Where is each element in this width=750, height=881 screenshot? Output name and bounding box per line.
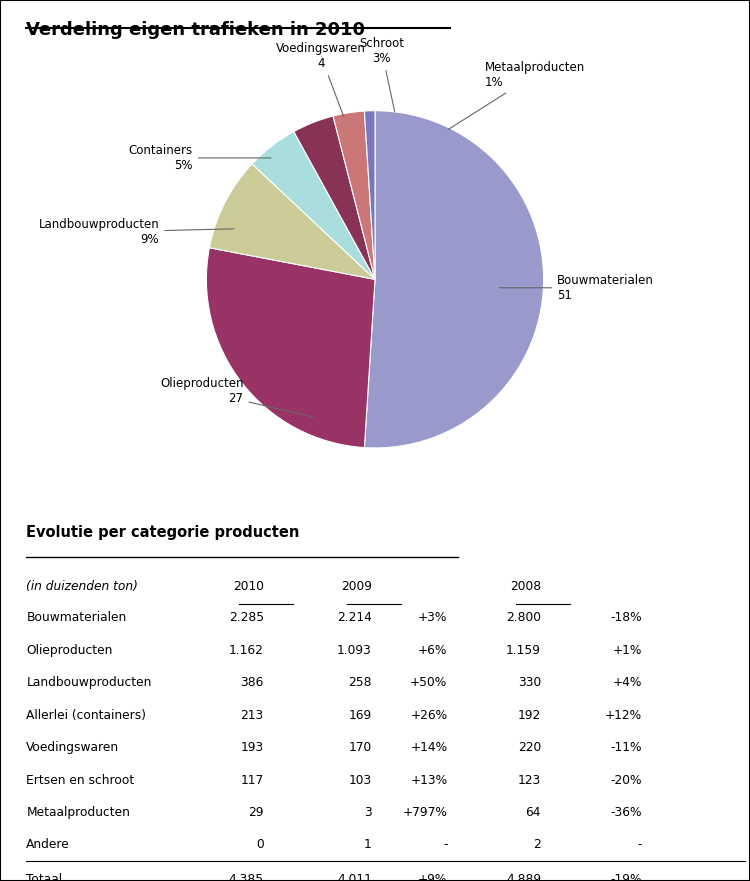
Text: Totaal: Totaal <box>26 872 62 881</box>
Text: -20%: -20% <box>610 774 642 787</box>
Text: Landbouwproducten: Landbouwproducten <box>26 677 152 689</box>
Text: Metaalproducten
1%: Metaalproducten 1% <box>448 61 585 130</box>
Text: -36%: -36% <box>610 806 642 819</box>
Text: 2.285: 2.285 <box>229 611 264 625</box>
Text: +797%: +797% <box>403 806 448 819</box>
Text: 1.159: 1.159 <box>506 644 541 657</box>
Text: 2.800: 2.800 <box>506 611 541 625</box>
Text: -19%: -19% <box>610 872 642 881</box>
Text: 2: 2 <box>533 839 541 851</box>
Text: 3: 3 <box>364 806 372 819</box>
Text: Schroot
3%: Schroot 3% <box>359 37 404 111</box>
Text: 1.093: 1.093 <box>337 644 372 657</box>
Text: 2009: 2009 <box>340 580 372 593</box>
Text: 193: 193 <box>241 741 264 754</box>
Text: -18%: -18% <box>610 611 642 625</box>
Text: +26%: +26% <box>410 708 448 722</box>
Text: Voedingswaren: Voedingswaren <box>26 741 119 754</box>
Wedge shape <box>333 111 375 279</box>
Text: 1.162: 1.162 <box>229 644 264 657</box>
Text: 123: 123 <box>518 774 541 787</box>
Text: 4.011: 4.011 <box>337 872 372 881</box>
Text: 2010: 2010 <box>232 580 264 593</box>
Text: Verdeling eigen trafieken in 2010: Verdeling eigen trafieken in 2010 <box>26 21 365 39</box>
Text: +50%: +50% <box>410 677 448 689</box>
Text: +3%: +3% <box>418 611 448 625</box>
Text: Voedingswaren
4: Voedingswaren 4 <box>276 42 366 116</box>
Wedge shape <box>209 164 375 279</box>
Wedge shape <box>252 131 375 279</box>
Text: Olieproducten: Olieproducten <box>26 644 112 657</box>
Text: 169: 169 <box>349 708 372 722</box>
Text: Ertsen en schroot: Ertsen en schroot <box>26 774 134 787</box>
Text: Andere: Andere <box>26 839 70 851</box>
Text: 220: 220 <box>518 741 541 754</box>
Text: 330: 330 <box>518 677 541 689</box>
Text: 386: 386 <box>241 677 264 689</box>
Text: Olieproducten
27: Olieproducten 27 <box>160 377 314 417</box>
Text: Bouwmaterialen: Bouwmaterialen <box>26 611 127 625</box>
Text: 29: 29 <box>248 806 264 819</box>
Text: 192: 192 <box>518 708 541 722</box>
Text: -: - <box>443 839 448 851</box>
Text: 170: 170 <box>349 741 372 754</box>
Wedge shape <box>364 111 544 448</box>
Text: +14%: +14% <box>410 741 448 754</box>
Text: +9%: +9% <box>418 872 448 881</box>
Text: Landbouwproducten
9%: Landbouwproducten 9% <box>38 218 234 246</box>
Text: -: - <box>638 839 642 851</box>
Text: +6%: +6% <box>418 644 448 657</box>
Text: -11%: -11% <box>610 741 642 754</box>
Text: Containers
5%: Containers 5% <box>129 144 271 172</box>
Wedge shape <box>294 116 375 279</box>
Wedge shape <box>364 111 375 279</box>
Text: 64: 64 <box>526 806 541 819</box>
Text: 213: 213 <box>241 708 264 722</box>
Text: Allerlei (containers): Allerlei (containers) <box>26 708 146 722</box>
Text: +13%: +13% <box>410 774 448 787</box>
Text: +12%: +12% <box>604 708 642 722</box>
Text: 1: 1 <box>364 839 372 851</box>
Text: Metaalproducten: Metaalproducten <box>26 806 130 819</box>
Text: Evolutie per categorie producten: Evolutie per categorie producten <box>26 525 299 540</box>
Text: +1%: +1% <box>613 644 642 657</box>
Text: 4.385: 4.385 <box>229 872 264 881</box>
Text: 103: 103 <box>349 774 372 787</box>
Text: (in duizenden ton): (in duizenden ton) <box>26 580 138 593</box>
Text: +4%: +4% <box>613 677 642 689</box>
Text: 117: 117 <box>241 774 264 787</box>
Text: 2.214: 2.214 <box>337 611 372 625</box>
Text: Bouwmaterialen
51: Bouwmaterialen 51 <box>500 274 654 302</box>
Wedge shape <box>206 248 375 448</box>
Text: 2008: 2008 <box>510 580 541 593</box>
Text: 258: 258 <box>348 677 372 689</box>
Text: 4.889: 4.889 <box>506 872 541 881</box>
Text: 0: 0 <box>256 839 264 851</box>
